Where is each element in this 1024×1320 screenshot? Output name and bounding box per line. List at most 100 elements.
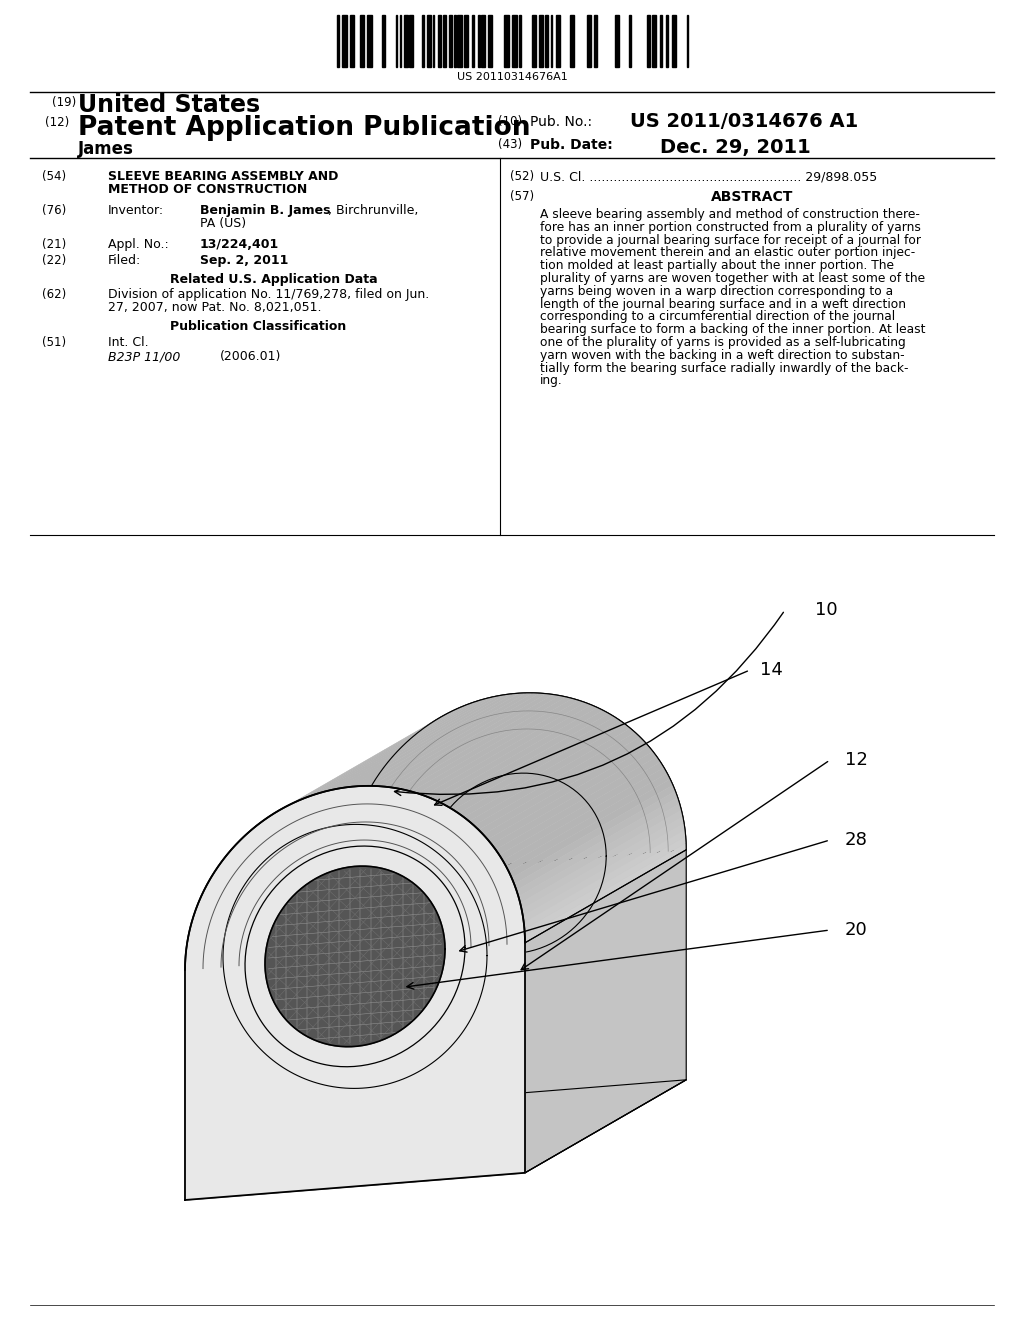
Polygon shape xyxy=(218,768,384,866)
Text: PA (US): PA (US) xyxy=(200,216,246,230)
Polygon shape xyxy=(525,843,686,942)
Polygon shape xyxy=(469,729,635,825)
Text: (21): (21) xyxy=(42,238,67,251)
Text: (57): (57) xyxy=(510,190,535,203)
Text: 27, 2007, now Pat. No. 8,021,051.: 27, 2007, now Pat. No. 8,021,051. xyxy=(108,301,322,314)
Text: 28: 28 xyxy=(845,832,868,849)
Text: Division of application No. 11/769,278, filed on Jun.: Division of application No. 11/769,278, … xyxy=(108,288,429,301)
Polygon shape xyxy=(506,774,670,873)
Polygon shape xyxy=(496,756,660,855)
Polygon shape xyxy=(351,693,519,787)
Polygon shape xyxy=(459,721,626,817)
Polygon shape xyxy=(299,705,466,800)
Text: fore has an inner portion constructed from a plurality of yarns: fore has an inner portion constructed fr… xyxy=(540,220,921,234)
Bar xyxy=(518,15,521,67)
Polygon shape xyxy=(325,697,493,792)
Polygon shape xyxy=(185,785,525,1200)
Text: (22): (22) xyxy=(42,253,67,267)
Polygon shape xyxy=(372,693,540,787)
Polygon shape xyxy=(194,817,357,916)
Text: (54): (54) xyxy=(42,170,67,183)
Polygon shape xyxy=(211,779,376,878)
Bar xyxy=(659,15,663,67)
Polygon shape xyxy=(487,746,653,845)
Polygon shape xyxy=(392,694,560,788)
Text: Sep. 2, 2011: Sep. 2, 2011 xyxy=(200,253,289,267)
Bar xyxy=(532,15,536,67)
Polygon shape xyxy=(185,876,346,1200)
Text: Pub. No.:: Pub. No.: xyxy=(530,115,592,129)
Polygon shape xyxy=(464,725,631,821)
Text: (76): (76) xyxy=(42,205,67,216)
Polygon shape xyxy=(514,791,678,890)
Polygon shape xyxy=(311,701,479,796)
Polygon shape xyxy=(274,717,441,813)
Bar xyxy=(359,15,364,67)
Polygon shape xyxy=(201,797,366,896)
Bar xyxy=(666,15,668,67)
Text: bearing surface to form a backing of the inner portion. At least: bearing surface to form a backing of the… xyxy=(540,323,926,337)
Text: 10: 10 xyxy=(815,601,838,619)
Bar xyxy=(350,15,354,67)
Polygon shape xyxy=(338,694,506,788)
Text: (10): (10) xyxy=(498,115,522,128)
Polygon shape xyxy=(520,810,683,909)
Bar xyxy=(539,15,543,67)
Polygon shape xyxy=(483,742,649,840)
Polygon shape xyxy=(524,837,686,936)
Polygon shape xyxy=(257,729,424,825)
Polygon shape xyxy=(332,696,500,789)
Polygon shape xyxy=(204,791,369,891)
Polygon shape xyxy=(523,824,685,923)
Polygon shape xyxy=(185,863,347,964)
Text: tion molded at least partially about the inner portion. The: tion molded at least partially about the… xyxy=(540,259,894,272)
Bar xyxy=(442,15,445,67)
Bar xyxy=(454,15,456,67)
Polygon shape xyxy=(268,721,435,817)
Polygon shape xyxy=(500,762,664,861)
Text: Inventor:: Inventor: xyxy=(108,205,164,216)
Bar xyxy=(395,15,397,67)
Polygon shape xyxy=(226,756,392,855)
Polygon shape xyxy=(305,702,473,797)
Polygon shape xyxy=(187,843,349,942)
Bar xyxy=(337,15,339,67)
Polygon shape xyxy=(404,697,572,792)
Bar xyxy=(437,15,441,67)
Text: (51): (51) xyxy=(42,337,67,348)
Bar xyxy=(556,15,559,67)
Bar xyxy=(427,15,431,67)
Text: yarns being woven in a warp direction corresponding to a: yarns being woven in a warp direction co… xyxy=(540,285,893,298)
Polygon shape xyxy=(524,830,686,929)
Bar xyxy=(615,15,620,67)
Polygon shape xyxy=(518,804,681,903)
Bar xyxy=(488,15,492,67)
Polygon shape xyxy=(262,725,429,821)
Bar xyxy=(464,15,468,67)
Text: Dec. 29, 2011: Dec. 29, 2011 xyxy=(660,139,811,157)
Bar xyxy=(594,15,597,67)
Text: Benjamin B. James: Benjamin B. James xyxy=(200,205,331,216)
Bar xyxy=(367,15,373,67)
Polygon shape xyxy=(509,779,673,878)
Polygon shape xyxy=(236,747,402,845)
Text: U.S. Cl. ..................................................... 29/898.055: U.S. Cl. ...............................… xyxy=(540,170,878,183)
Text: corresponding to a circumferential direction of the journal: corresponding to a circumferential direc… xyxy=(540,310,895,323)
Polygon shape xyxy=(521,817,684,916)
Text: US 2011/0314676 A1: US 2011/0314676 A1 xyxy=(630,112,858,131)
Text: B23P 11/00: B23P 11/00 xyxy=(108,350,180,363)
Polygon shape xyxy=(412,698,579,793)
Bar xyxy=(409,15,413,67)
Bar xyxy=(546,15,548,67)
Polygon shape xyxy=(246,737,413,834)
Polygon shape xyxy=(280,714,447,810)
Bar xyxy=(672,15,676,67)
Bar xyxy=(630,15,631,67)
Polygon shape xyxy=(512,785,676,884)
Text: (52): (52) xyxy=(510,170,535,183)
Text: Related U.S. Application Data: Related U.S. Application Data xyxy=(170,273,378,286)
Polygon shape xyxy=(251,733,418,830)
Text: United States: United States xyxy=(78,92,260,117)
Bar xyxy=(450,15,452,67)
Polygon shape xyxy=(418,701,585,796)
